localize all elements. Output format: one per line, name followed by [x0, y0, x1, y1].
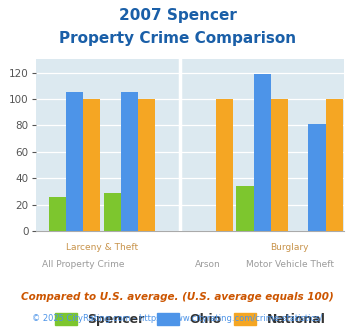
Bar	[254, 74, 271, 231]
Bar	[66, 92, 83, 231]
Text: Arson: Arson	[195, 260, 220, 269]
Text: Compared to U.S. average. (U.S. average equals 100): Compared to U.S. average. (U.S. average …	[21, 292, 334, 302]
Bar	[104, 193, 121, 231]
Text: 2007 Spencer: 2007 Spencer	[119, 8, 236, 23]
Bar	[138, 99, 155, 231]
Bar	[49, 197, 66, 231]
Bar	[83, 99, 100, 231]
Text: Burglary: Burglary	[271, 243, 309, 252]
Text: © 2025 CityRating.com - https://www.cityrating.com/crime-statistics/: © 2025 CityRating.com - https://www.city…	[32, 314, 323, 323]
Bar	[121, 92, 138, 231]
Text: Motor Vehicle Theft: Motor Vehicle Theft	[246, 260, 334, 269]
Legend: Spencer, Ohio, National: Spencer, Ohio, National	[55, 313, 325, 326]
Bar	[236, 186, 254, 231]
Bar	[326, 99, 343, 231]
Text: Larceny & Theft: Larceny & Theft	[66, 243, 138, 252]
Bar	[308, 124, 326, 231]
Bar	[271, 99, 288, 231]
Bar	[216, 99, 233, 231]
Text: All Property Crime: All Property Crime	[42, 260, 125, 269]
Text: Property Crime Comparison: Property Crime Comparison	[59, 31, 296, 46]
